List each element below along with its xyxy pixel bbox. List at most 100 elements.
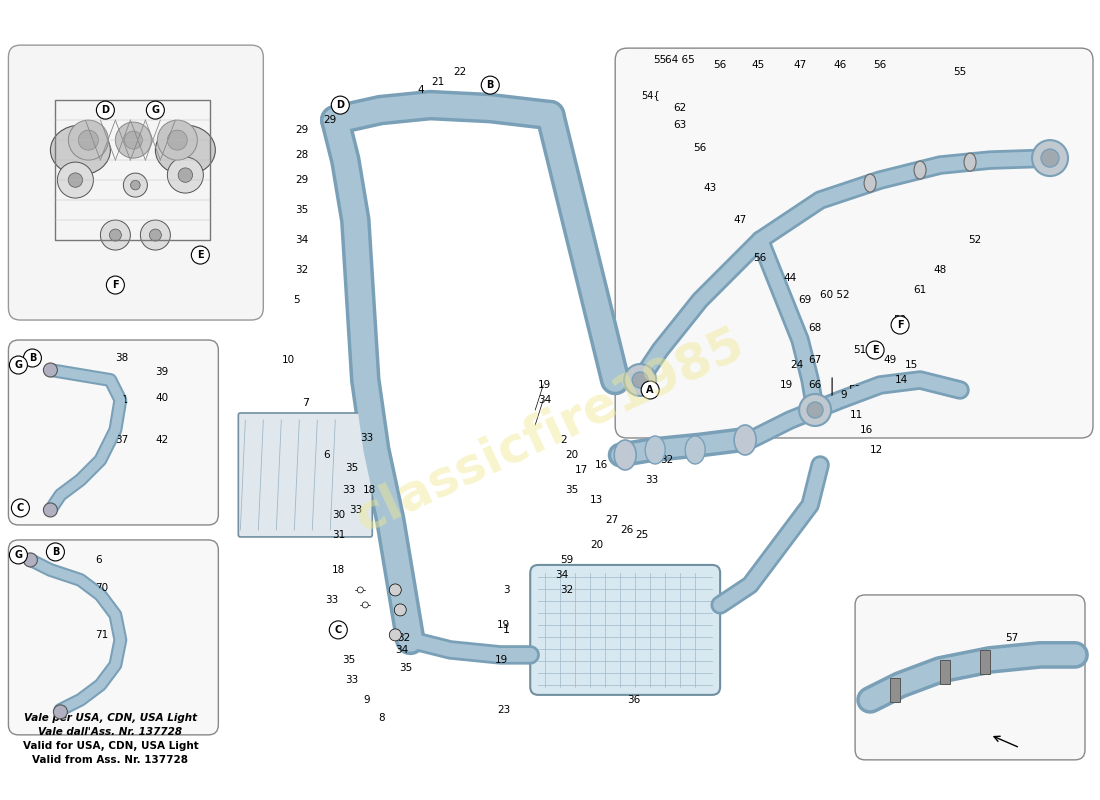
Ellipse shape [964,153,976,171]
Text: 38: 38 [116,353,129,363]
Circle shape [178,168,192,182]
Bar [940,660,950,684]
Circle shape [394,604,406,616]
Circle shape [167,130,187,150]
Circle shape [124,131,142,149]
Circle shape [362,602,369,608]
Bar [980,650,990,674]
Text: 24: 24 [790,360,803,370]
Ellipse shape [646,436,666,464]
Text: 66: 66 [808,380,822,390]
Text: 45: 45 [751,60,764,70]
Text: 56: 56 [714,60,727,70]
Text: Vale dall'Ass. Nr. 137728: Vale dall'Ass. Nr. 137728 [39,727,183,737]
Circle shape [331,96,350,114]
Circle shape [329,621,348,639]
Circle shape [150,229,162,241]
Text: 60 52: 60 52 [821,290,850,300]
Text: 33: 33 [361,433,374,443]
Text: 67: 67 [808,355,822,365]
Text: 19: 19 [497,620,510,630]
Text: E: E [197,250,204,260]
Circle shape [57,162,94,198]
Text: A: A [647,385,653,395]
Circle shape [1041,149,1059,167]
Ellipse shape [685,436,705,464]
Text: 26: 26 [620,525,634,535]
Ellipse shape [914,161,926,179]
Text: 33: 33 [342,485,355,495]
Text: 18: 18 [363,485,376,495]
Text: 36: 36 [627,695,640,705]
Text: 54{: 54{ [641,90,660,100]
Circle shape [167,157,204,193]
Circle shape [68,120,109,160]
Text: 55: 55 [954,67,967,77]
Text: F: F [112,280,119,290]
Circle shape [97,101,114,119]
Text: 56: 56 [693,143,707,153]
Circle shape [141,220,170,250]
Text: 69: 69 [799,295,812,305]
Text: 23: 23 [497,705,510,715]
Text: 56: 56 [754,253,767,263]
Text: 28: 28 [295,150,308,160]
Text: 32: 32 [660,455,673,465]
Text: 40: 40 [155,393,168,403]
Text: 19: 19 [538,380,551,390]
Text: 47: 47 [793,60,806,70]
Text: 61: 61 [913,285,926,295]
Text: 68: 68 [808,323,822,333]
Text: 57: 57 [1005,633,1019,643]
Text: Valid from Ass. Nr. 137728: Valid from Ass. Nr. 137728 [32,755,188,765]
Circle shape [78,130,98,150]
Circle shape [100,220,131,250]
Circle shape [891,316,909,334]
Text: 33: 33 [324,595,339,605]
Text: 35: 35 [345,463,359,473]
Text: 1: 1 [503,625,510,635]
Circle shape [632,372,648,388]
Text: G: G [14,360,22,370]
Text: C: C [16,503,24,513]
Text: 12: 12 [870,445,883,455]
Text: 33: 33 [349,505,362,515]
Text: 35: 35 [399,663,412,673]
Circle shape [23,553,37,567]
Text: classicfire1985: classicfire1985 [348,318,752,542]
Text: 47: 47 [734,215,747,225]
Ellipse shape [155,125,216,175]
Circle shape [1032,140,1068,176]
Text: 20: 20 [565,450,579,460]
Circle shape [191,246,209,264]
Circle shape [54,705,67,719]
Text: 15: 15 [905,360,918,370]
Circle shape [641,381,659,399]
Text: 52: 52 [968,235,981,245]
Text: 35: 35 [565,485,579,495]
Circle shape [799,394,832,426]
Circle shape [389,629,402,641]
Text: 18: 18 [332,565,345,575]
Text: 9: 9 [364,695,371,705]
Text: 29: 29 [295,125,308,135]
Circle shape [68,173,82,187]
Text: 8: 8 [378,713,385,723]
Circle shape [866,341,884,359]
Text: 16: 16 [595,460,608,470]
Text: 22: 22 [453,67,466,77]
Text: G: G [152,105,160,115]
Text: 6: 6 [96,555,102,565]
Text: Vale per USA, CDN, USA Light: Vale per USA, CDN, USA Light [24,713,197,723]
Text: 35: 35 [295,205,308,215]
FancyBboxPatch shape [530,565,720,695]
Text: 9: 9 [840,390,847,400]
Ellipse shape [865,174,876,192]
Text: 46: 46 [834,60,847,70]
Text: B: B [486,80,494,90]
Text: 41: 41 [116,395,129,405]
Text: 44: 44 [783,273,796,283]
Text: 30: 30 [332,510,345,520]
FancyBboxPatch shape [9,540,218,735]
Text: 34: 34 [538,395,551,405]
